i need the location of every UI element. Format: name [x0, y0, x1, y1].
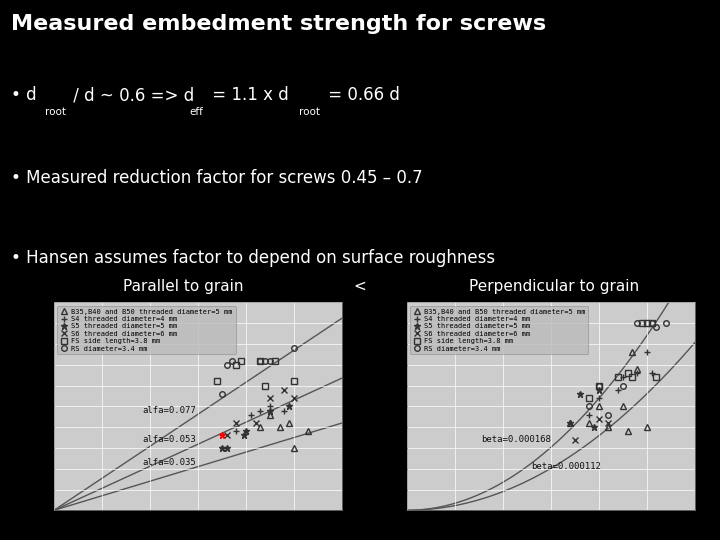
Text: beta=0.000168: beta=0.000168 — [481, 435, 551, 444]
Text: Measured embedment strength for screws: Measured embedment strength for screws — [11, 14, 546, 33]
X-axis label: Density (kg/m³): Density (kg/m³) — [507, 530, 595, 539]
Text: alfa=0.053: alfa=0.053 — [143, 435, 197, 444]
Text: • Hansen assumes factor to depend on surface roughness: • Hansen assumes factor to depend on sur… — [11, 249, 495, 267]
Text: root: root — [45, 107, 66, 117]
Text: = 1.1 x d: = 1.1 x d — [207, 86, 289, 104]
Y-axis label: Strength (MPa): Strength (MPa) — [24, 365, 34, 448]
Legend: B35,B40 and B50 threaded diameter=5 mm, S4 threaded diameter=4 mm, S5 threaded d: B35,B40 and B50 threaded diameter=5 mm, … — [410, 306, 588, 354]
Legend: B35,B40 and B50 threaded diameter=5 mm, S4 threaded diameter=4 mm, S5 threaded d: B35,B40 and B50 threaded diameter=5 mm, … — [58, 306, 235, 354]
Text: <: < — [354, 279, 366, 294]
Text: / d ~ 0.6 => d: / d ~ 0.6 => d — [68, 86, 194, 104]
Text: alfa=0.077: alfa=0.077 — [143, 406, 197, 415]
X-axis label: Density (kg/m³): Density (kg/m³) — [154, 530, 242, 539]
Text: = 0.66 d: = 0.66 d — [323, 86, 400, 104]
Y-axis label: Strength (MPa): Strength (MPa) — [377, 365, 387, 448]
Text: eff: eff — [189, 107, 203, 117]
Text: Parallel to grain: Parallel to grain — [123, 279, 244, 294]
Text: • Measured reduction factor for screws 0.45 – 0.7: • Measured reduction factor for screws 0… — [11, 168, 423, 187]
Text: Perpendicular to grain: Perpendicular to grain — [469, 279, 639, 294]
Text: alfa=0.035: alfa=0.035 — [143, 457, 197, 467]
Text: beta=0.000112: beta=0.000112 — [531, 462, 601, 471]
Text: root: root — [299, 107, 320, 117]
Text: • d: • d — [11, 86, 37, 104]
